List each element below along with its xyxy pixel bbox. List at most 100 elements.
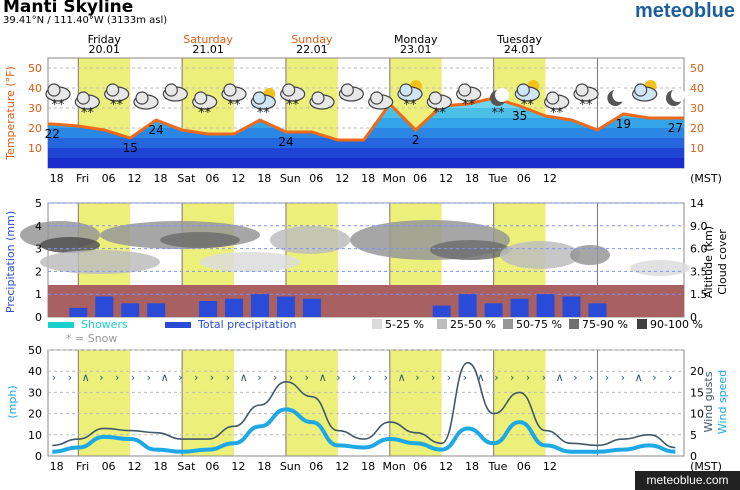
svg-text:**: ** <box>433 106 447 121</box>
precip-tick: 4 <box>35 220 42 233</box>
day-name: Saturday <box>183 33 233 46</box>
cloud-cover-axis-label: Cloud cover <box>716 229 729 295</box>
legend-swatch <box>569 319 579 329</box>
wind-direction-arrow: › <box>652 371 656 384</box>
precip-bar <box>121 303 140 317</box>
wind-direction-arrow: ∧ <box>161 371 169 384</box>
legend-label: 75-90 % <box>582 318 628 331</box>
time-tick-label: 18 <box>50 172 64 185</box>
time-tick-label: 12 <box>543 172 557 185</box>
time-tick-label: 18 <box>257 172 271 185</box>
wind-direction-arrow: › <box>352 371 356 384</box>
precip-bar <box>147 303 166 317</box>
timezone-label: (MST) <box>690 460 722 473</box>
cloud-cover-area <box>40 250 160 274</box>
svg-text:**: ** <box>286 98 300 113</box>
day-name: Friday <box>88 33 122 46</box>
altitude-tick: 14 <box>690 197 704 210</box>
time-tick-label: Sun <box>280 172 301 185</box>
legend-label: 50-75 % <box>516 318 562 331</box>
precip-axis-label: Precipitation (mm) <box>4 211 17 313</box>
cloud-snow-icon: ** <box>221 83 247 113</box>
temp-tick-right: 10 <box>690 142 704 155</box>
legend-label: 90-100 % <box>650 318 703 331</box>
svg-text:**: ** <box>228 98 242 113</box>
time-tick-label: 12 <box>439 172 453 185</box>
wind-tick: 50 <box>28 344 42 357</box>
day-date: 20.01 <box>88 43 120 56</box>
wind-tick: 40 <box>28 365 42 378</box>
wind-direction-arrow: ∧ <box>319 371 327 384</box>
cloud-cover-area <box>270 226 350 254</box>
svg-text:**: ** <box>462 98 476 113</box>
wind-direction-arrow: › <box>463 371 467 384</box>
time-tick-label: Sat <box>177 172 196 185</box>
temp-tick-left: 30 <box>28 102 42 115</box>
precip-tick: 0 <box>35 311 42 324</box>
sun-cloud-icon <box>632 80 658 102</box>
wind-tick: 10 <box>28 429 42 442</box>
wind-direction-arrow: › <box>589 371 593 384</box>
cloud-icon <box>162 83 188 102</box>
time-tick-label: 06 <box>413 172 427 185</box>
legend-swatch <box>637 319 647 329</box>
cloud-cover-area <box>500 241 580 269</box>
time-tick-label: Fri <box>76 172 89 185</box>
wind-direction-arrow: ∧ <box>240 371 248 384</box>
cloud-cover-area <box>570 245 610 265</box>
precip-bar <box>95 296 114 317</box>
wind-direction-arrow: ∧ <box>556 371 564 384</box>
wind-direction-arrow: › <box>257 371 261 384</box>
day-name: Monday <box>394 33 438 46</box>
precip-bar <box>588 303 607 317</box>
temp-tick-left: 40 <box>28 82 42 95</box>
wind-direction-arrow: › <box>494 371 498 384</box>
precip-bar <box>302 298 321 317</box>
moon-icon <box>607 88 627 106</box>
temp-tick-right: 40 <box>690 82 704 95</box>
wind-direction-arrow: › <box>415 371 419 384</box>
wind-gust-line <box>52 361 676 449</box>
temp-tick-right: 50 <box>690 62 704 75</box>
wind-direction-arrow: › <box>131 371 135 384</box>
legend-label: 25-50 % <box>450 318 496 331</box>
precip-bar <box>484 303 503 317</box>
time-tick-label: Sun <box>280 460 301 473</box>
wind-direction-arrow: › <box>368 371 372 384</box>
snow-legend: * = Snow <box>66 332 117 345</box>
legend-label: Total precipitation <box>197 318 297 331</box>
footer-link[interactable]: meteoblue.com <box>635 471 740 490</box>
temp-tick-left: 50 <box>28 62 42 75</box>
cloud-snow-icon: ** <box>192 91 218 121</box>
wind-speed-line <box>52 407 676 454</box>
day-date: 21.01 <box>192 43 224 56</box>
time-tick-label: 06 <box>205 172 219 185</box>
legend-swatch <box>372 319 382 329</box>
wind-tick-right: 15 <box>690 386 704 399</box>
precip-bar <box>276 296 295 317</box>
precip-tick: 3 <box>35 243 42 256</box>
wind-tick: 0 <box>35 450 42 463</box>
wind-direction-arrow: › <box>573 371 577 384</box>
time-tick-label: 06 <box>205 460 219 473</box>
time-tick-label: 18 <box>361 460 375 473</box>
svg-text:**: ** <box>198 106 212 121</box>
altitude-tick: 1.5 <box>690 288 708 301</box>
day-name: Tuesday <box>496 33 542 46</box>
time-tick-label: 18 <box>153 172 167 185</box>
time-tick-label: 12 <box>128 172 142 185</box>
wind-direction-arrow: › <box>305 371 309 384</box>
cloud-snow-icon: ** <box>74 91 100 121</box>
svg-text:**: ** <box>492 106 506 121</box>
precip-tick: 5 <box>35 197 42 210</box>
cloud-snow-icon: ** <box>544 91 570 121</box>
speed-axis-label: Wind speed <box>716 370 729 434</box>
wind-tick-right: 0 <box>690 450 697 463</box>
gust-axis-label: Wind gusts <box>702 371 715 432</box>
altitude-tick: 6.0 <box>690 243 708 256</box>
precip-bar <box>536 294 555 317</box>
legend-swatch <box>437 319 447 329</box>
wind-direction-arrow: ∧ <box>477 371 485 384</box>
time-tick-label: 06 <box>102 460 116 473</box>
